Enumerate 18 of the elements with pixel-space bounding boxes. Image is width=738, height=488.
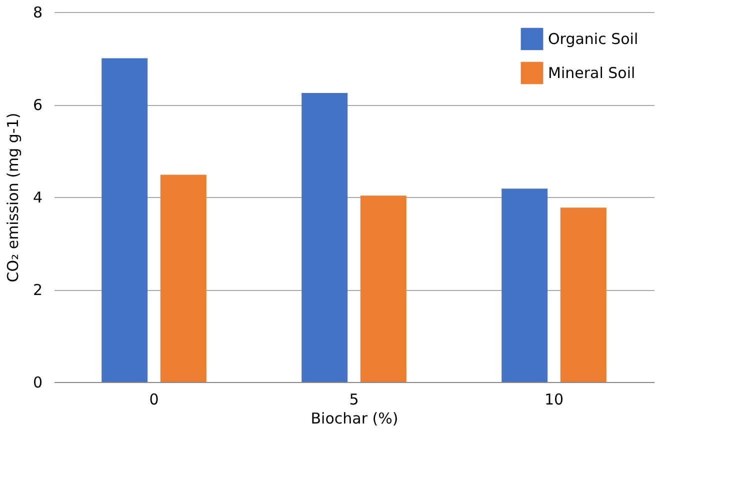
legend-label: Organic Soil	[548, 30, 638, 48]
y-tick-label: 4	[32, 188, 42, 206]
bar	[502, 188, 548, 382]
bar	[160, 174, 206, 382]
bar	[560, 208, 606, 382]
legend-label: Mineral Soil	[548, 64, 636, 82]
bar	[302, 92, 348, 382]
bar	[102, 58, 148, 382]
y-tick-label: 0	[32, 374, 42, 392]
y-tick-label: 6	[32, 96, 42, 114]
x-tick-label: 10	[544, 390, 564, 408]
y-tick-label: 8	[32, 4, 42, 22]
y-tick-label: 2	[32, 281, 42, 299]
y-axis-title: CO₂ emission (mg g-1)	[4, 112, 22, 282]
x-tick-label: 0	[149, 390, 159, 408]
bar	[360, 196, 406, 382]
x-axis-title: Biochar (%)	[310, 410, 398, 428]
x-tick-label: 5	[349, 390, 359, 408]
